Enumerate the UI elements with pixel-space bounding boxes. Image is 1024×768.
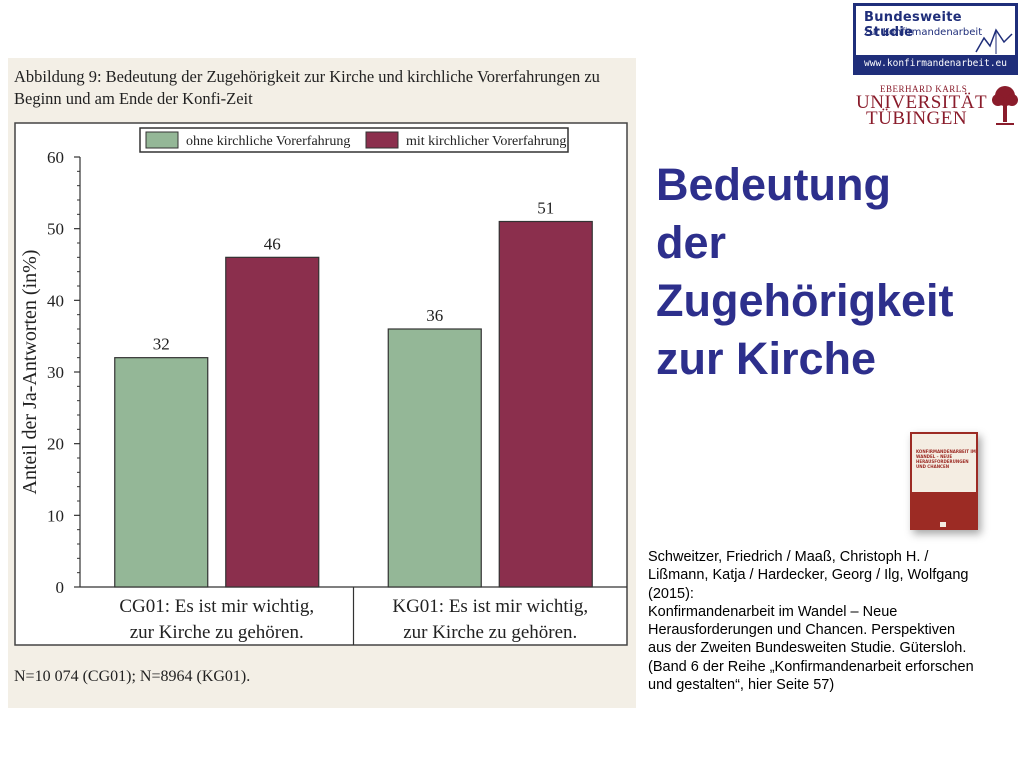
y-tick-label: 0 <box>56 578 65 597</box>
citation-line-5: Herausforderungen und Chancen. Perspekti… <box>648 622 956 639</box>
x-category-label: KG01: Es ist mir wichtig, <box>392 596 588 617</box>
slide-title: Bedeutung der Zugehörigkeit zur Kirche <box>656 156 1016 388</box>
logo-sketch-icon <box>975 28 1013 54</box>
figure-caption-line-2: Beginn und am Ende der Konfi-Zeit <box>14 89 253 108</box>
y-tick-label: 20 <box>47 435 64 454</box>
x-category-label: zur Kirche zu gehören. <box>130 622 304 643</box>
study-logo[interactable]: Bundesweite Studie zur Konfirmandenarbei… <box>853 3 1018 75</box>
slide-title-line-1: Bedeutung <box>656 159 891 210</box>
book-cover-top: KONFIRMANDENARBEIT IM WANDEL – NEUE HERA… <box>912 434 976 492</box>
citation-line-2: Lißmann, Katja / Hardecker, Georg / Ilg,… <box>648 567 969 584</box>
logo-subtitle: zur Konfirmandenarbeit <box>864 27 983 38</box>
figure-caption-line-1: Abbildung 9: Bedeutung der Zugehörigkeit… <box>14 67 600 86</box>
university-tree-icon <box>992 86 1018 125</box>
logo-title: Bundesweite Studie <box>864 10 962 40</box>
y-tick-label: 60 <box>47 148 64 167</box>
citation: Schweitzer, Friedrich / Maaß, Christoph … <box>648 548 1018 694</box>
citation-line-8: und gestalten“, hier Seite 57) <box>648 677 835 694</box>
figure-caption: Abbildung 9: Bedeutung der Zugehörigkeit… <box>14 66 634 110</box>
book-publisher-mark <box>940 522 946 527</box>
slide-title-line-4: zur Kirche <box>656 333 877 384</box>
book-cover-title: KONFIRMANDENARBEIT IM WANDEL – NEUE HERA… <box>916 449 976 469</box>
x-category-label: zur Kirche zu gehören. <box>403 622 577 643</box>
legend-swatch <box>365 131 399 149</box>
y-tick-label: 30 <box>47 363 64 382</box>
citation-line-6: aus der Zweiten Bundesweiten Studie. Güt… <box>648 640 967 657</box>
bar <box>225 256 320 588</box>
bar-value-label: 46 <box>264 234 281 253</box>
y-tick-label: 10 <box>47 506 64 525</box>
bar-value-label: 36 <box>426 306 443 325</box>
citation-line-1: Schweitzer, Friedrich / Maaß, Christoph … <box>648 549 929 565</box>
x-category-label: CG01: Es ist mir wichtig, <box>119 596 314 617</box>
legend-label: mit kirchlicher Vorerfahrung <box>406 134 566 149</box>
bar <box>114 357 209 588</box>
bar-value-label: 32 <box>153 335 170 354</box>
y-tick-label: 40 <box>47 291 64 310</box>
university-small-label: EBERHARD KARLS <box>880 84 968 94</box>
logo-url: www.konfirmandenarbeit.eu <box>856 55 1015 72</box>
bar <box>387 328 482 588</box>
legend-label: ohne kirchliche Vorerfahrung <box>186 134 350 149</box>
citation-line-3: (2015): <box>648 585 694 602</box>
book-cover: KONFIRMANDENARBEIT IM WANDEL – NEUE HERA… <box>910 432 978 530</box>
legend-box <box>139 127 569 153</box>
y-axis-label: Anteil der Ja-Antworten (in%) <box>19 250 41 495</box>
citation-line-4: Konfirmandenarbeit im Wandel – Neue <box>648 603 898 620</box>
university-name-line-2: TÜBINGEN <box>866 108 968 129</box>
figure-footnote: N=10 074 (CG01); N=8964 (KG01). <box>14 668 251 685</box>
slide-title-line-2: der <box>656 217 727 268</box>
y-tick-label: 50 <box>47 220 64 239</box>
legend-swatch <box>145 131 179 149</box>
bar-value-label: 51 <box>537 199 554 218</box>
slide-title-line-3: Zugehörigkeit <box>656 275 954 326</box>
bar <box>498 220 593 588</box>
citation-line-7: (Band 6 der Reihe „Konfirmandenarbeit er… <box>648 658 974 675</box>
university-name-line-1: UNIVERSITÄT <box>856 92 988 113</box>
